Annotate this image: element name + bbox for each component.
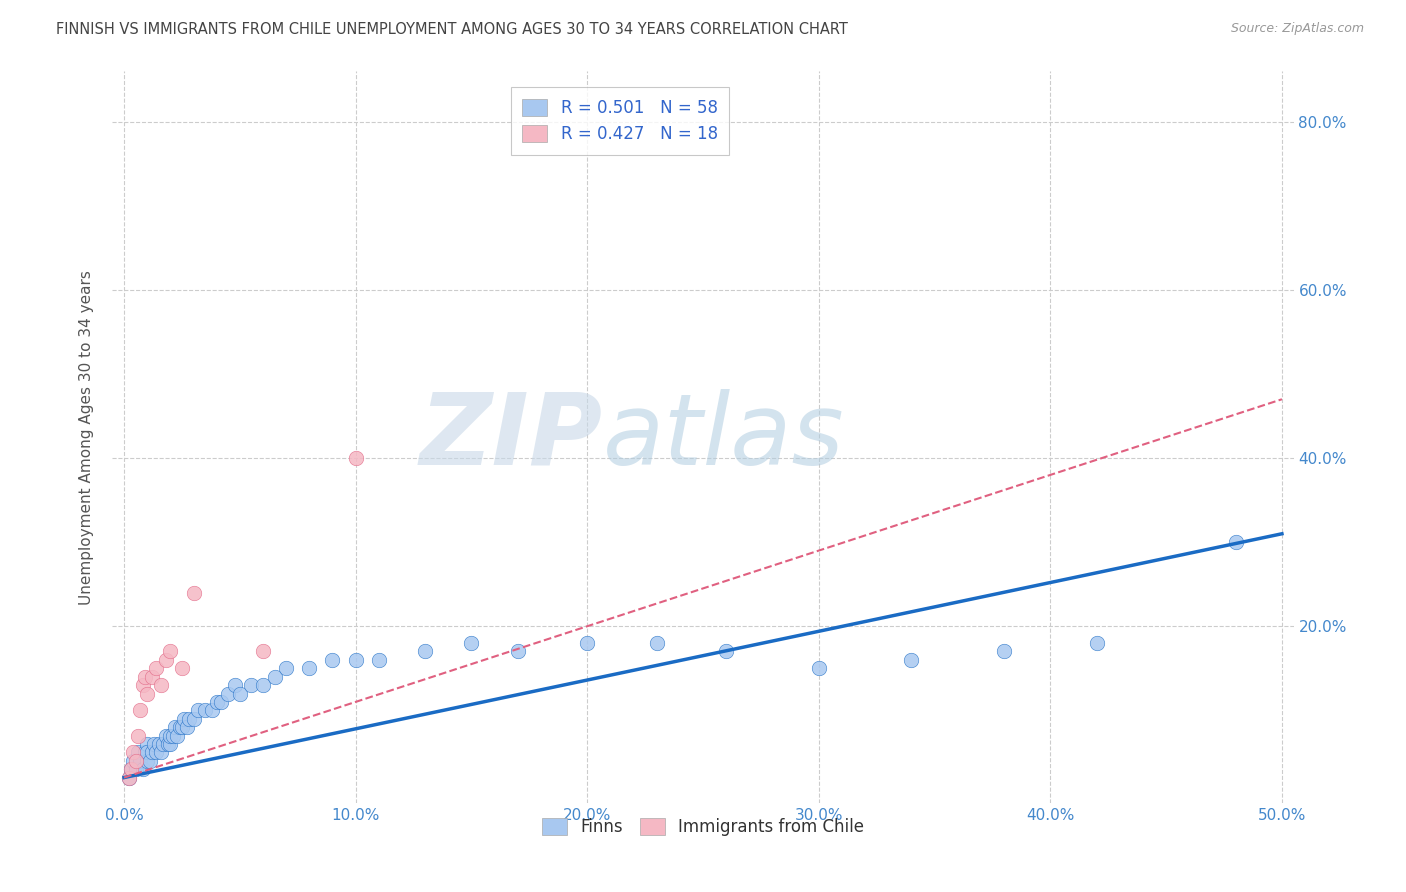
Point bbox=[162, 729, 184, 743]
Point bbox=[344, 451, 367, 466]
Point bbox=[1085, 636, 1108, 650]
Point bbox=[209, 695, 232, 709]
Point bbox=[224, 678, 246, 692]
Point bbox=[141, 745, 163, 759]
Point bbox=[129, 703, 152, 717]
Point bbox=[136, 745, 159, 759]
Y-axis label: Unemployment Among Ages 30 to 34 years: Unemployment Among Ages 30 to 34 years bbox=[79, 269, 94, 605]
Point bbox=[148, 737, 170, 751]
Point bbox=[120, 762, 142, 776]
Point bbox=[367, 653, 389, 667]
Point bbox=[150, 745, 173, 759]
Point bbox=[155, 653, 177, 667]
Point bbox=[170, 661, 193, 675]
Point bbox=[173, 712, 195, 726]
Text: atlas: atlas bbox=[603, 389, 844, 485]
Point bbox=[120, 762, 142, 776]
Point bbox=[131, 762, 153, 776]
Point bbox=[134, 670, 156, 684]
Point bbox=[136, 737, 159, 751]
Point bbox=[900, 653, 922, 667]
Point bbox=[205, 695, 228, 709]
Point bbox=[145, 661, 167, 675]
Point bbox=[138, 754, 160, 768]
Point bbox=[252, 644, 274, 658]
Point bbox=[252, 678, 274, 692]
Point bbox=[141, 670, 163, 684]
Point bbox=[122, 754, 145, 768]
Text: FINNISH VS IMMIGRANTS FROM CHILE UNEMPLOYMENT AMONG AGES 30 TO 34 YEARS CORRELAT: FINNISH VS IMMIGRANTS FROM CHILE UNEMPLO… bbox=[56, 22, 848, 37]
Point bbox=[229, 686, 252, 700]
Point bbox=[413, 644, 436, 658]
Point bbox=[124, 762, 146, 776]
Point bbox=[176, 720, 198, 734]
Point bbox=[127, 745, 149, 759]
Point bbox=[276, 661, 298, 675]
Point bbox=[131, 678, 153, 692]
Text: Source: ZipAtlas.com: Source: ZipAtlas.com bbox=[1230, 22, 1364, 36]
Point bbox=[183, 585, 205, 599]
Point bbox=[183, 712, 205, 726]
Point bbox=[993, 644, 1015, 658]
Point bbox=[194, 703, 217, 717]
Point bbox=[714, 644, 737, 658]
Point bbox=[645, 636, 668, 650]
Point bbox=[1225, 535, 1247, 549]
Point bbox=[576, 636, 599, 650]
Point bbox=[506, 644, 529, 658]
Point bbox=[118, 771, 141, 785]
Point bbox=[298, 661, 321, 675]
Point bbox=[159, 737, 181, 751]
Point bbox=[166, 729, 188, 743]
Point bbox=[127, 729, 149, 743]
Point bbox=[124, 754, 146, 768]
Point bbox=[187, 703, 209, 717]
Point bbox=[217, 686, 239, 700]
Point bbox=[263, 670, 285, 684]
Point bbox=[143, 737, 166, 751]
Point bbox=[118, 771, 141, 785]
Text: ZIP: ZIP bbox=[419, 389, 603, 485]
Point bbox=[169, 720, 191, 734]
Point bbox=[152, 737, 174, 751]
Point bbox=[460, 636, 482, 650]
Point bbox=[145, 745, 167, 759]
Point bbox=[136, 686, 159, 700]
Point bbox=[177, 712, 200, 726]
Point bbox=[240, 678, 263, 692]
Point bbox=[155, 729, 177, 743]
Point bbox=[136, 754, 159, 768]
Point bbox=[321, 653, 343, 667]
Point bbox=[122, 745, 145, 759]
Point bbox=[344, 653, 367, 667]
Point bbox=[159, 729, 181, 743]
Point bbox=[157, 737, 180, 751]
Point bbox=[129, 754, 152, 768]
Point bbox=[170, 720, 193, 734]
Point bbox=[201, 703, 224, 717]
Point bbox=[163, 720, 186, 734]
Point bbox=[150, 678, 173, 692]
Point bbox=[807, 661, 830, 675]
Point bbox=[159, 644, 181, 658]
Point bbox=[134, 745, 156, 759]
Legend: Finns, Immigrants from Chile: Finns, Immigrants from Chile bbox=[531, 807, 875, 846]
